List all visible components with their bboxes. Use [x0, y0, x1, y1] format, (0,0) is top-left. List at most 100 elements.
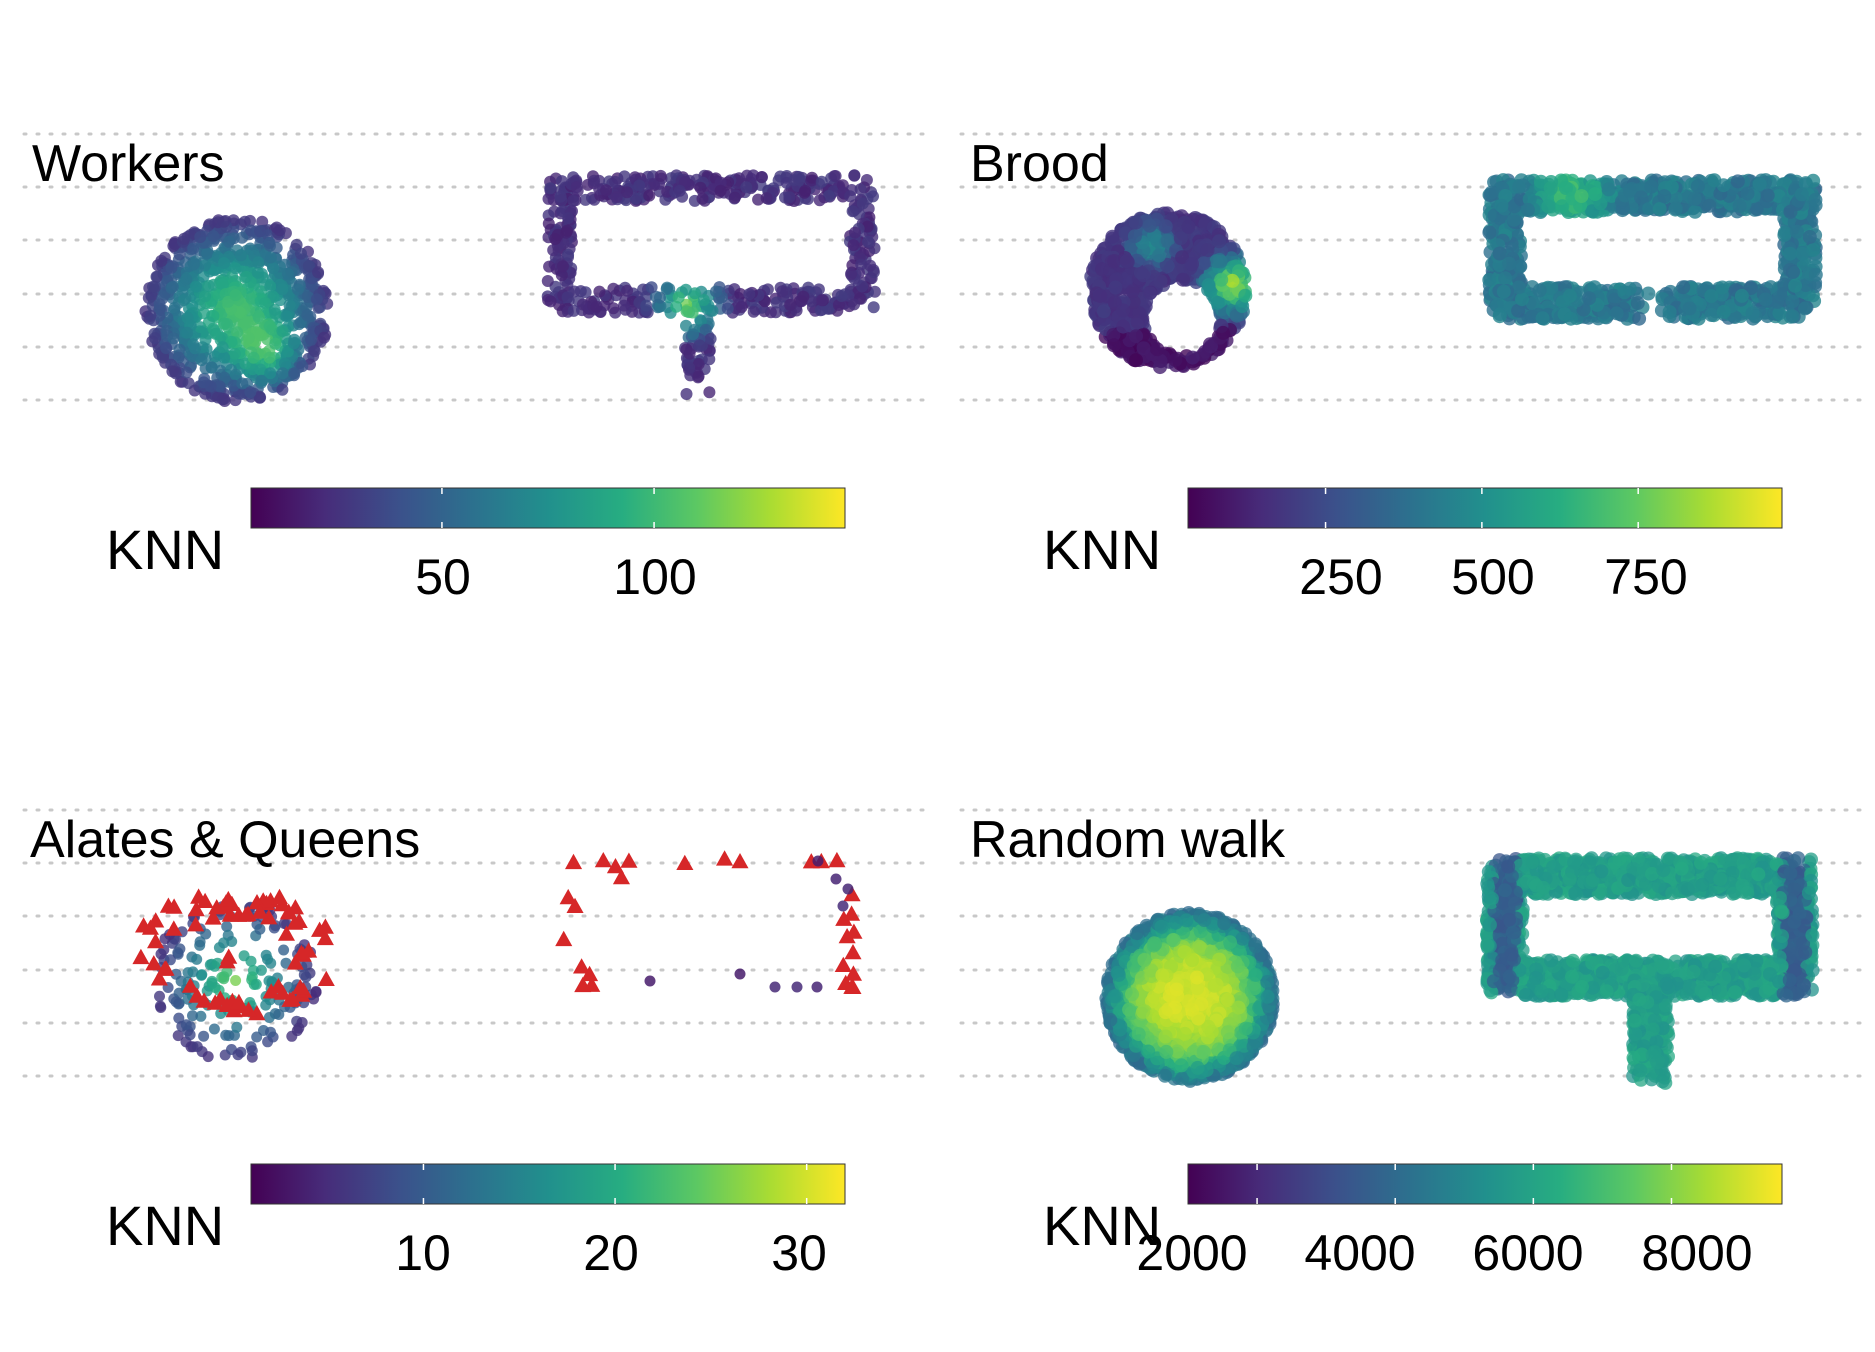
alate-queen-marker	[187, 916, 205, 932]
data-point	[276, 383, 289, 396]
data-point	[811, 981, 823, 993]
colorbar	[1187, 487, 1783, 529]
data-point	[269, 337, 282, 350]
alate-queen-marker	[828, 851, 846, 868]
data-point	[240, 270, 253, 283]
data-point	[1632, 311, 1647, 326]
data-point	[1716, 304, 1731, 319]
data-point	[793, 173, 806, 186]
data-point	[697, 294, 710, 306]
data-point	[1106, 328, 1121, 342]
data-point	[1198, 216, 1213, 231]
data-point	[1196, 256, 1211, 271]
data-point	[822, 189, 835, 202]
data-point	[764, 306, 777, 319]
data-point	[1749, 201, 1764, 216]
data-point	[1806, 242, 1821, 257]
data-point	[310, 986, 322, 998]
data-point	[1682, 301, 1697, 316]
data-point	[273, 1009, 285, 1020]
alate-queen-marker	[843, 978, 861, 994]
data-point	[172, 948, 184, 960]
alate-queen-marker	[218, 953, 236, 969]
data-point	[218, 317, 231, 330]
colorbar	[1187, 1163, 1783, 1205]
data-point	[170, 968, 182, 980]
data-point	[1116, 319, 1131, 334]
data-point	[223, 235, 235, 248]
data-point	[229, 368, 242, 381]
data-point	[1617, 285, 1632, 300]
data-point	[1498, 271, 1513, 286]
alate-queen-marker	[157, 960, 175, 976]
data-point	[797, 290, 810, 303]
data-point	[202, 1051, 214, 1063]
data-point	[288, 333, 301, 346]
data-point	[610, 191, 623, 203]
data-point	[264, 251, 277, 264]
data-point	[1494, 198, 1509, 213]
alate-queen-marker	[316, 929, 334, 946]
data-point	[1096, 304, 1111, 319]
data-point	[202, 279, 215, 292]
data-point	[198, 1030, 210, 1042]
data-point	[670, 300, 683, 313]
data-point	[280, 957, 292, 969]
data-point	[694, 181, 707, 194]
data-point	[1777, 225, 1792, 240]
alate-queen-marker	[844, 965, 862, 981]
alate-queen-marker	[606, 858, 624, 874]
alate-queen-marker	[843, 886, 861, 902]
data-point	[1507, 212, 1522, 227]
data-point	[570, 181, 583, 194]
data-point	[280, 310, 293, 323]
points-alates-queens	[132, 850, 863, 1063]
data-point	[683, 361, 696, 374]
data-point	[201, 247, 214, 260]
data-point	[228, 347, 241, 360]
legend-tick-label: 20	[583, 1225, 639, 1281]
data-point	[254, 923, 266, 935]
data-point	[194, 936, 206, 948]
panel-workers: Workers KNN 50 100	[0, 0, 937, 676]
alate-queen-marker	[292, 944, 310, 960]
data-point	[305, 333, 318, 346]
alate-queen-marker	[612, 868, 630, 885]
data-point	[770, 296, 783, 309]
data-point	[188, 258, 200, 271]
alate-queen-marker	[277, 925, 295, 941]
legend-tick-label: 500	[1451, 549, 1535, 605]
data-point	[1770, 294, 1785, 309]
panel-random-walk: Random walk KNN 2000 4000 6000 8000	[937, 676, 1874, 1352]
data-point	[609, 175, 622, 188]
data-point	[301, 309, 314, 322]
data-point	[276, 283, 289, 296]
data-point	[579, 286, 592, 299]
data-point	[680, 305, 693, 318]
legend-title: KNN	[106, 1194, 225, 1257]
data-point	[710, 285, 722, 298]
data-point	[1200, 243, 1215, 258]
data-point	[205, 361, 218, 374]
alate-queen-marker	[283, 990, 301, 1006]
data-point	[1588, 187, 1603, 202]
data-point	[1093, 288, 1108, 303]
data-point	[241, 316, 254, 329]
data-point	[1105, 229, 1120, 244]
data-point	[1525, 296, 1540, 311]
data-point	[693, 339, 706, 352]
data-point	[844, 190, 857, 203]
data-point	[823, 302, 836, 315]
data-point	[144, 309, 157, 322]
data-point	[1641, 286, 1656, 301]
data-point	[1657, 189, 1672, 204]
data-point	[1798, 301, 1813, 316]
data-point	[263, 237, 276, 249]
data-point	[846, 205, 859, 218]
data-point	[267, 290, 280, 303]
data-point	[1203, 337, 1217, 352]
data-point	[296, 360, 309, 373]
data-point	[225, 335, 238, 348]
data-point	[862, 235, 875, 248]
